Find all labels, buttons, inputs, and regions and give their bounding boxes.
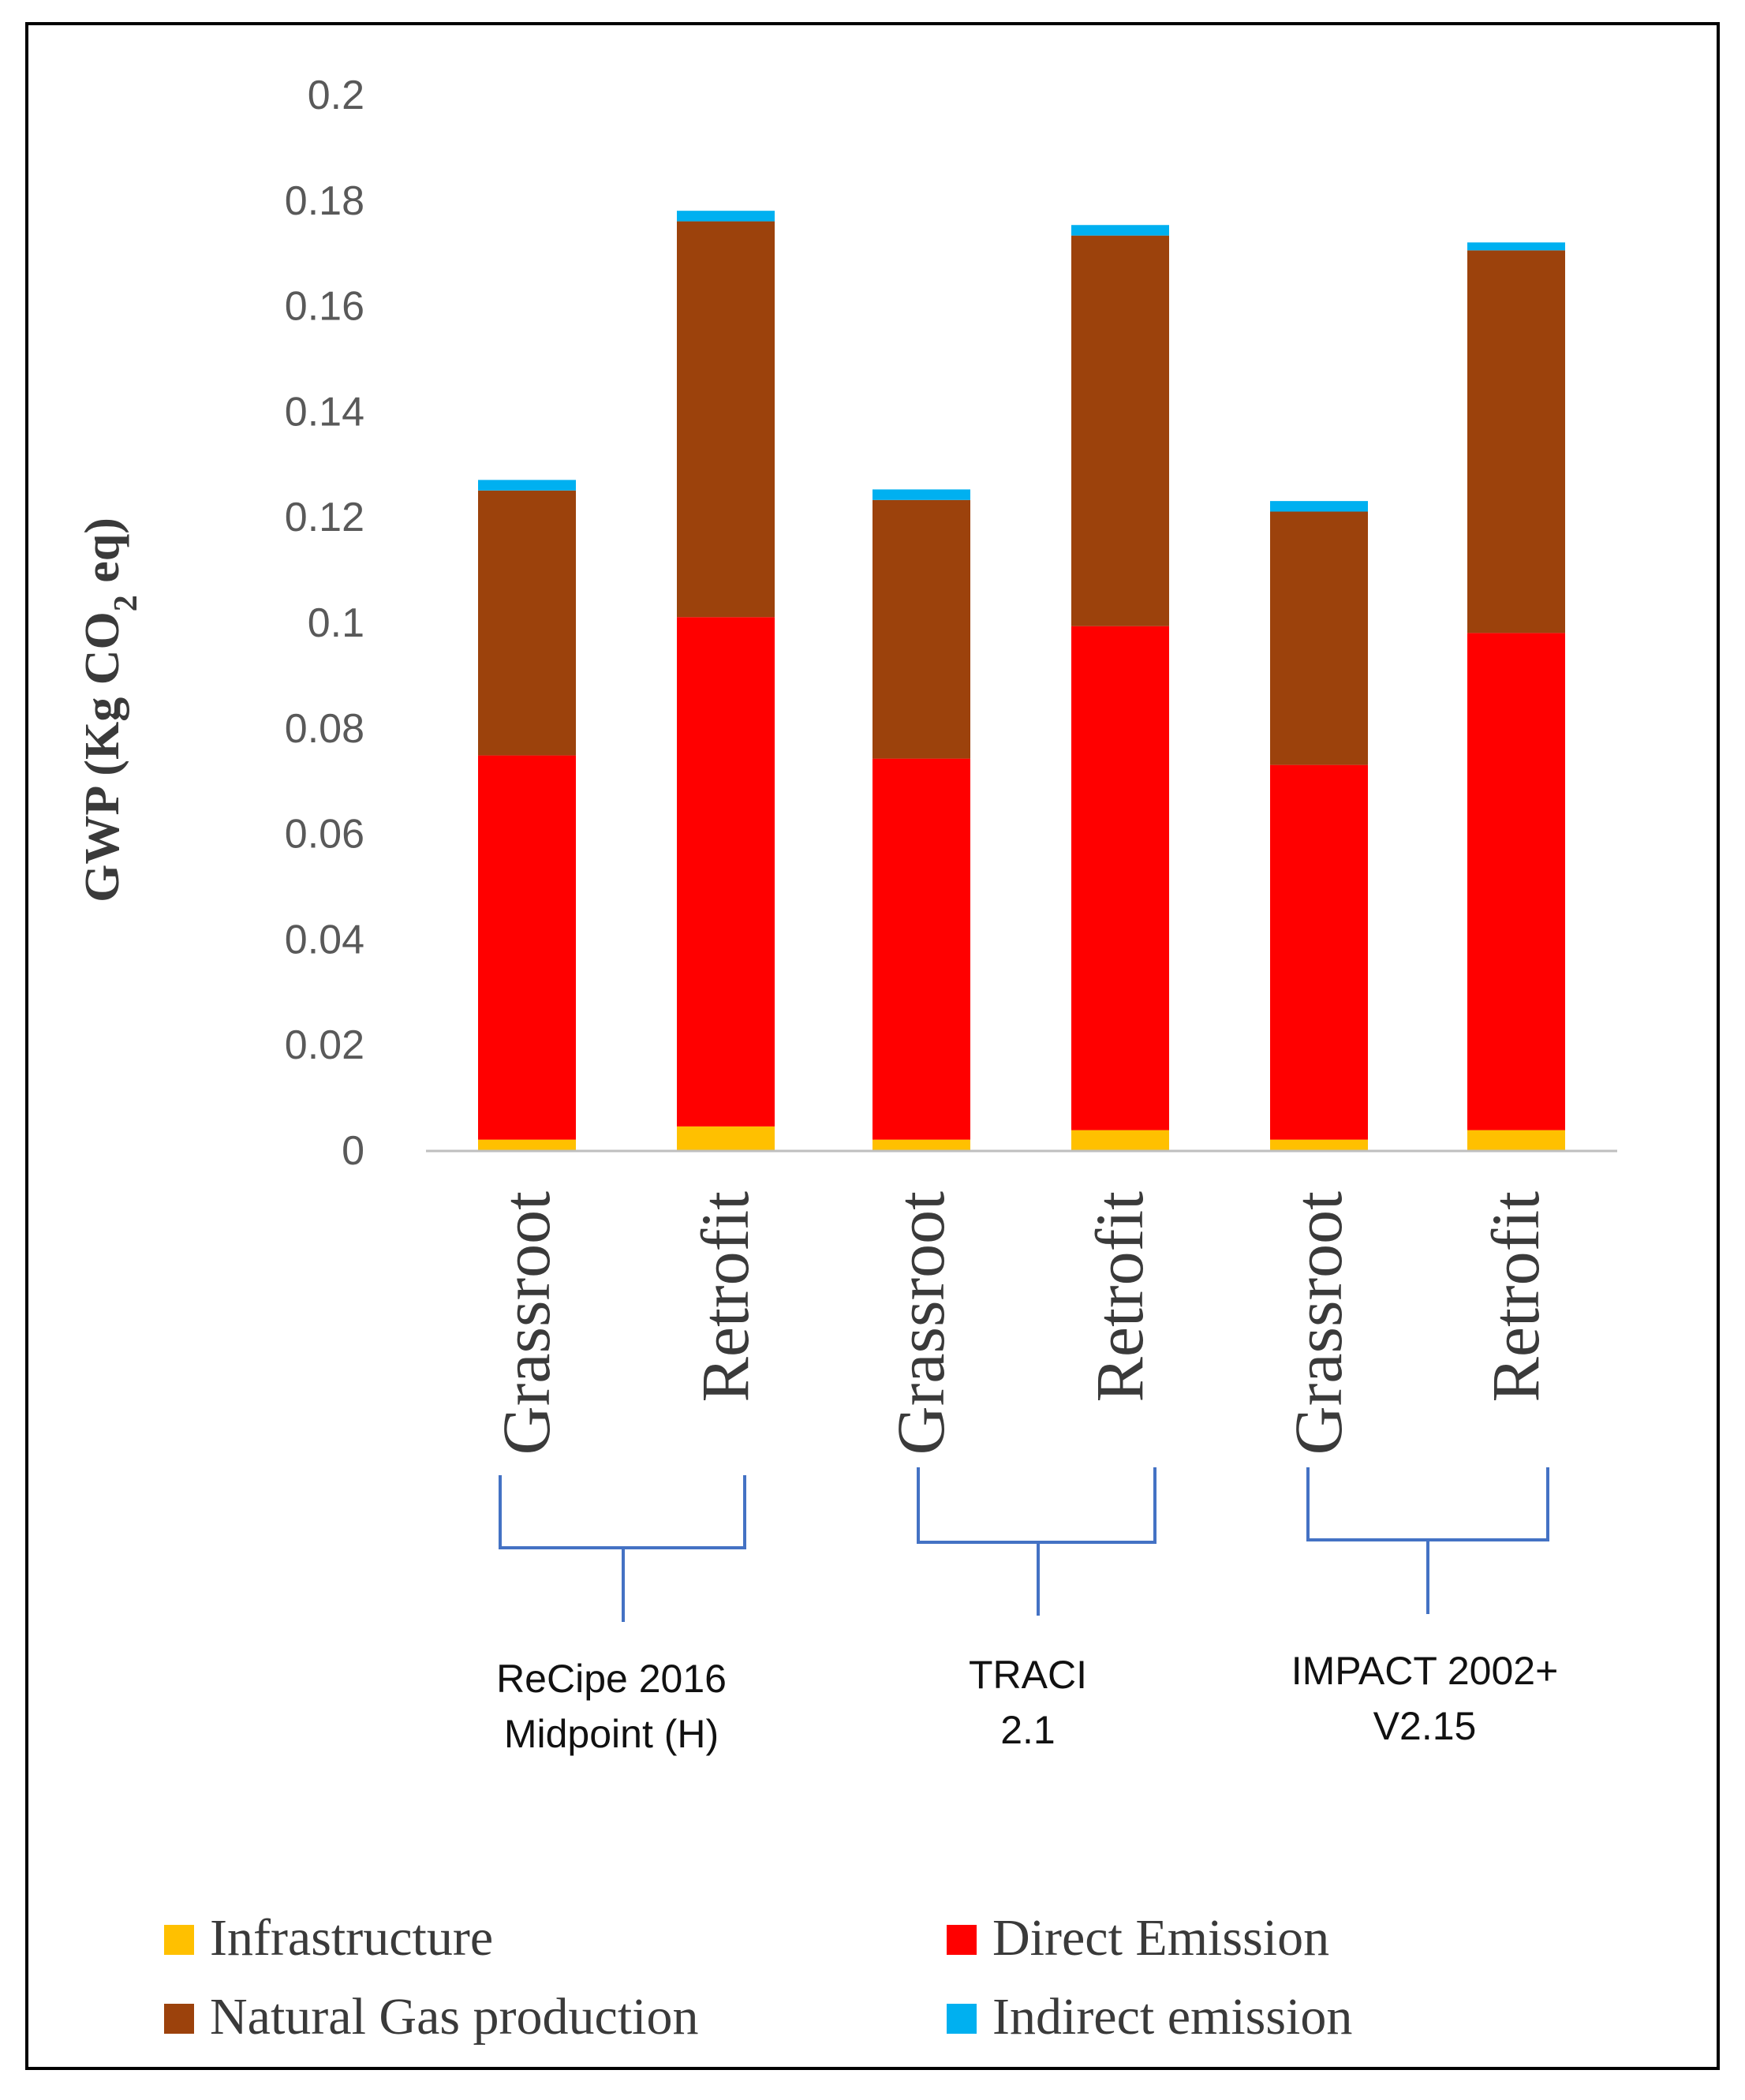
y-tick-label: 0.16 [285,284,364,330]
y-tick-label: 0.02 [285,1022,364,1068]
bar-segment-infrastructure [1467,1130,1565,1150]
group-brackets [499,1467,1549,1622]
bar-segment-natural-gas-production [1270,511,1368,765]
y-tick-label: 0.18 [285,178,364,224]
y-tick-label: 0 [342,1128,364,1174]
legend-swatch [947,1925,977,1955]
category-labels: Grassroot Retrofit Grassroot Retrofit Grassr… [488,1191,1553,1455]
group-label: IMPACT 2002+ [1291,1649,1559,1693]
category-label: Grassroot [883,1191,958,1455]
bar-segment-infrastructure [1071,1130,1169,1150]
legend-swatch [164,1925,194,1955]
bars [478,211,1565,1150]
bar-segment-direct-emission [677,617,775,1127]
group-bracket [1306,1467,1549,1614]
y-tick-label: 0.14 [285,389,364,435]
bar-segment-natural-gas-production [478,490,576,756]
bar-segment-direct-emission [1071,626,1169,1130]
category-label: Grassroot [1280,1191,1356,1455]
group-label: Midpoint (H) [504,1712,719,1756]
bar-segment-direct-emission [1467,633,1565,1130]
y-axis-label: GWP (Kg CO2 eq) [76,518,144,902]
bar-segment-indirect-emission [478,480,576,491]
bar-segment-indirect-emission [872,489,970,500]
group-bracket [499,1475,746,1622]
bar-segment-infrastructure [677,1126,775,1150]
bar-segment-direct-emission [872,758,970,1140]
group-bracket [917,1467,1156,1616]
bar-segment-indirect-emission [1071,225,1169,236]
category-label: Grassroot [488,1191,564,1455]
legend-swatch [164,2004,194,2034]
bar-segment-natural-gas-production [677,221,775,618]
y-tick-label: 0.06 [285,812,364,858]
bar-segment-indirect-emission [677,211,775,222]
group-label: TRACI [969,1653,1087,1697]
legend-label: Natural Gas production [210,1988,699,2046]
y-axis-ticks: 0 0.02 0.04 0.06 0.08 0.1 0.12 0.14 0.16 0.18 0.2 [285,73,364,1174]
group-label: 2.1 [1000,1708,1056,1752]
bar-segment-infrastructure [478,1139,576,1150]
legend: Infrastructure Direct Emission Natural Gas… [164,1909,1352,2046]
legend-swatch [947,2004,977,2034]
bar-segment-direct-emission [1270,764,1368,1140]
y-tick-label: 0.1 [308,600,364,646]
legend-label: Infrastructure [210,1909,493,1967]
category-label: Retrofit [687,1191,763,1403]
y-tick-label: 0.12 [285,495,364,540]
y-tick-label: 0.08 [285,706,364,752]
bar-segment-infrastructure [872,1139,970,1150]
bar-segment-indirect-emission [1270,501,1368,512]
bar-segment-indirect-emission [1467,242,1565,251]
category-label: Retrofit [1478,1191,1553,1403]
group-labels: ReCipe 2016 Midpoint (H) TRACI 2.1 IMPACT 20… [496,1649,1558,1756]
y-tick-label: 0.04 [285,917,364,962]
group-label: ReCipe 2016 [496,1657,727,1701]
category-label: Retrofit [1082,1191,1157,1403]
bar-segment-natural-gas-production [1467,250,1565,633]
bar-segment-natural-gas-production [1071,235,1169,626]
bar-segment-infrastructure [1270,1139,1368,1150]
y-tick-label: 0.2 [308,73,364,118]
legend-label: Indirect emission [992,1988,1352,2046]
bar-segment-natural-gas-production [872,499,970,759]
group-label: V2.15 [1373,1704,1477,1748]
bar-segment-direct-emission [478,755,576,1140]
legend-label: Direct Emission [992,1909,1329,1967]
